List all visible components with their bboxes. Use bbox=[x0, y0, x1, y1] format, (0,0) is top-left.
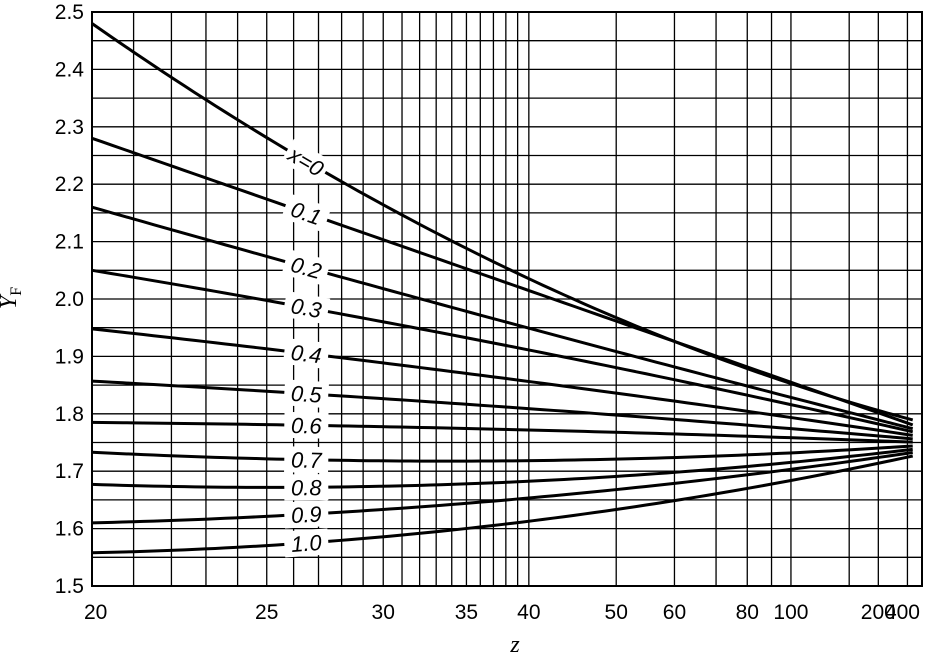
x-tick-label: 20 bbox=[84, 601, 107, 624]
y-tick-label: 2.0 bbox=[55, 288, 84, 311]
y-axis-label-main: Y bbox=[0, 293, 22, 309]
series-line bbox=[91, 454, 914, 555]
series-line bbox=[91, 136, 914, 427]
y-tick-label: 1.5 bbox=[55, 575, 84, 598]
y-tick-label: 2.5 bbox=[55, 1, 84, 24]
series-label: 1.0 bbox=[283, 528, 330, 558]
series-label: 0.6 bbox=[284, 411, 329, 439]
series-label: 0.1 bbox=[281, 193, 332, 233]
y-tick-label: 1.9 bbox=[55, 345, 84, 368]
series-label-background bbox=[281, 249, 331, 286]
series-line bbox=[91, 268, 914, 434]
series-label-background bbox=[283, 379, 330, 409]
series-label: 0.5 bbox=[283, 379, 330, 409]
curve-labels: x=0 0.1 0.2 0.3 0.4 0.5 0.6 0.70.80.91.0 bbox=[280, 138, 332, 558]
series-label-background bbox=[284, 411, 329, 439]
x-tick-label: 400 bbox=[885, 601, 920, 624]
x-tick-label: 30 bbox=[372, 601, 395, 624]
x-tick-label: 100 bbox=[773, 601, 808, 624]
series-line bbox=[91, 450, 913, 525]
series-label-text: 0.4 bbox=[290, 340, 323, 368]
y-tick-label: 1.8 bbox=[55, 403, 84, 426]
y-tick-label: 2.3 bbox=[55, 116, 84, 139]
y-axis-label-sub: F bbox=[8, 287, 25, 296]
series-line bbox=[91, 444, 913, 463]
series-label: 0.4 bbox=[282, 337, 330, 370]
y-tick-label: 2.2 bbox=[55, 173, 84, 196]
series-label: 0.8 bbox=[284, 474, 329, 501]
series-line bbox=[91, 327, 913, 437]
series-label-background bbox=[284, 474, 329, 501]
series-label-background bbox=[282, 337, 330, 370]
series-label-text: 0.3 bbox=[289, 293, 324, 323]
series-label-text: 0.7 bbox=[291, 447, 323, 473]
x-tick-label: 80 bbox=[736, 601, 759, 624]
y-tick-label: 1.7 bbox=[55, 460, 84, 483]
plot-frame bbox=[91, 11, 923, 587]
x-tick-label: 25 bbox=[255, 601, 278, 624]
series-label-text: 0.6 bbox=[291, 413, 323, 439]
x-tick-label: 60 bbox=[663, 601, 686, 624]
series-label-background bbox=[281, 193, 332, 233]
series-label-background bbox=[283, 500, 329, 529]
series-label: 0.9 bbox=[283, 500, 329, 529]
series-label: 0.3 bbox=[282, 290, 331, 325]
series-line bbox=[91, 22, 914, 422]
x-axis-label: z bbox=[509, 632, 520, 657]
curves bbox=[91, 22, 914, 555]
y-axis-label: YF bbox=[0, 287, 25, 309]
y-tick-label: 2.4 bbox=[55, 58, 85, 81]
x-tick-label: 50 bbox=[605, 601, 628, 624]
tick-labels: 1.5 1.6 1.7 1.8 1.9 2.0 2.1 2.2 2.3 2.4 2.5 20 25 30 3… bbox=[55, 1, 920, 624]
series-label-text: 0.8 bbox=[291, 475, 323, 500]
series-line bbox=[91, 379, 913, 441]
series-label: 0.2 bbox=[281, 249, 331, 286]
series-line bbox=[91, 447, 913, 489]
series-label-background bbox=[284, 446, 329, 474]
series-line bbox=[91, 420, 913, 444]
series-label-background bbox=[282, 290, 331, 325]
x-tick-label: 35 bbox=[455, 601, 478, 624]
series-label-text: 0.5 bbox=[290, 381, 323, 408]
series-line bbox=[91, 205, 914, 431]
y-tick-label: 2.1 bbox=[55, 231, 84, 254]
series-label-background bbox=[280, 138, 332, 184]
series-label-background bbox=[283, 528, 330, 558]
x-tick-label: 40 bbox=[517, 601, 540, 624]
x-tick-label: 200 bbox=[861, 601, 896, 624]
series-label: x=0 bbox=[280, 138, 332, 184]
y-tick-label: 1.6 bbox=[55, 518, 84, 541]
series-label-text: 0.9 bbox=[290, 501, 322, 528]
series-label: 0.7 bbox=[284, 446, 329, 474]
svg-text:YF: YF bbox=[0, 287, 25, 309]
series-label-text: 1.0 bbox=[290, 530, 323, 557]
